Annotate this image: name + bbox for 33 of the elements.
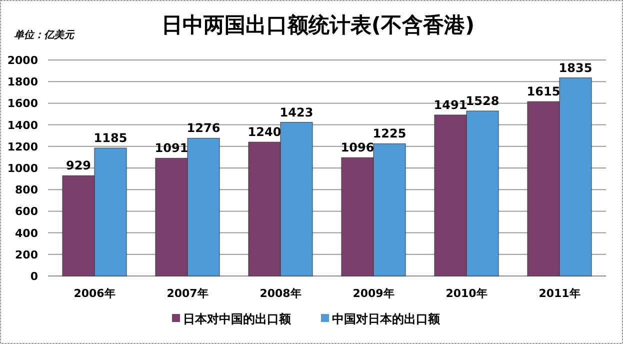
data-label: 1096 [340, 140, 374, 155]
x-tick-label: 2010年 [446, 287, 488, 300]
y-tick-label: 600 [15, 205, 38, 218]
data-label: 929 [66, 158, 92, 173]
data-label: 1091 [154, 141, 188, 156]
data-label: 1225 [372, 126, 406, 141]
x-tick-label: 2011年 [538, 287, 580, 300]
y-tick-label: 1000 [7, 162, 38, 175]
data-label: 1835 [558, 60, 592, 75]
y-tick-label: 2000 [7, 54, 38, 67]
y-axis-title: 单位：亿美元 [14, 29, 75, 41]
y-tick-label: 800 [15, 184, 38, 197]
chart-title: 日中两国出口额统计表(不含香港) [161, 13, 475, 37]
y-tick-label: 400 [15, 226, 38, 240]
x-tick-label: 2006年 [74, 287, 116, 300]
y-tick-label: 1400 [7, 118, 38, 132]
y-tick-label: 1800 [7, 76, 38, 89]
x-tick-label: 2008年 [260, 287, 302, 300]
y-tick-label: 0 [30, 270, 38, 283]
x-tick-label: 2009年 [352, 287, 394, 300]
data-label: 1423 [280, 105, 314, 120]
y-tick-label: 1600 [7, 97, 38, 110]
data-label: 1491 [434, 98, 468, 112]
data-label: 1276 [186, 121, 220, 136]
data-label: 1240 [248, 125, 282, 140]
data-label: 1615 [526, 84, 560, 99]
data-label: 1185 [94, 131, 128, 146]
y-tick-label: 200 [15, 248, 38, 262]
x-tick-label: 2007年 [166, 287, 208, 300]
legend-label: 日本对中国的出口额 [183, 312, 292, 326]
y-tick-label: 1200 [7, 140, 38, 154]
legend-label: 中国对日本的出口额 [332, 312, 441, 326]
data-label: 1528 [466, 94, 500, 108]
